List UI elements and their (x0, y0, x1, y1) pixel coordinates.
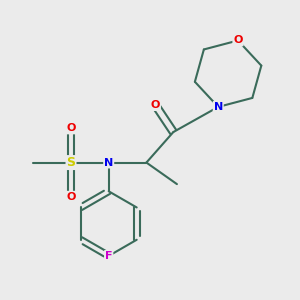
Text: S: S (67, 156, 76, 169)
Text: N: N (214, 102, 223, 112)
Text: O: O (151, 100, 160, 110)
Text: F: F (105, 251, 112, 261)
Text: O: O (66, 124, 76, 134)
Text: N: N (104, 158, 113, 168)
Text: O: O (233, 35, 243, 46)
Text: O: O (66, 192, 76, 202)
